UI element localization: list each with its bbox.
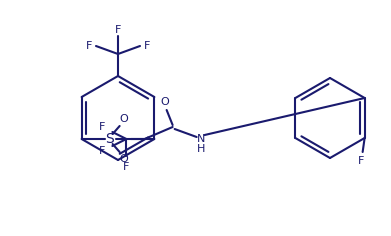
Text: O: O: [160, 97, 169, 107]
Text: F: F: [115, 25, 121, 35]
Text: F: F: [357, 156, 364, 166]
Text: N: N: [196, 134, 205, 144]
Text: F: F: [99, 122, 106, 132]
Text: F: F: [86, 41, 92, 51]
Text: O: O: [119, 114, 128, 124]
Text: F: F: [144, 41, 150, 51]
Text: F: F: [99, 146, 106, 156]
Text: S: S: [105, 132, 114, 146]
Text: F: F: [123, 162, 129, 172]
Text: H: H: [196, 144, 205, 154]
Text: O: O: [119, 154, 128, 164]
